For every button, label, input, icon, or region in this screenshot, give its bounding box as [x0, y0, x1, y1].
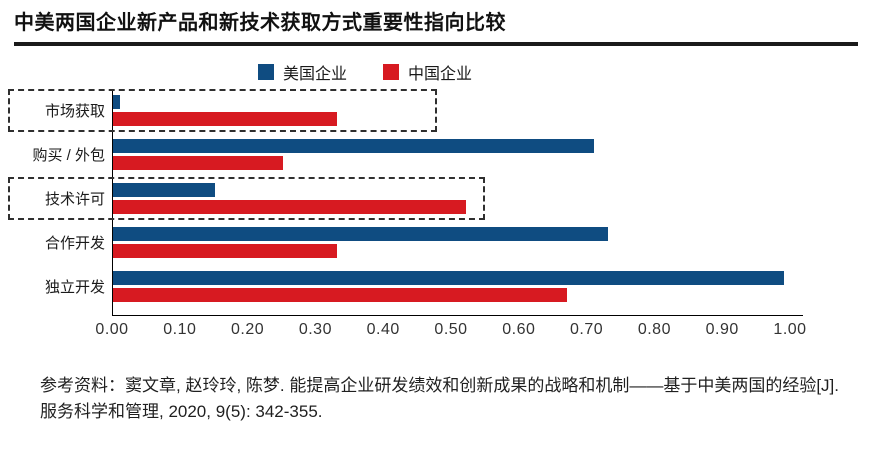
footnote: 参考资料：窦文章, 赵玲玲, 陈梦. 能提高企业研发绩效和创新成果的战略和机制—…	[40, 376, 840, 422]
legend-item-us: 美国企业	[258, 60, 347, 84]
legend-label-cn: 中国企业	[408, 66, 473, 83]
page: 中美两国企业新产品和新技术获取方式重要性指向比较 美国企业 中国企业 市场获取购…	[0, 6, 872, 426]
bar-us	[113, 227, 608, 241]
bar-group	[113, 183, 803, 227]
page-title: 中美两国企业新产品和新技术获取方式重要性指向比较	[14, 12, 506, 34]
x-tick-label: 0.30	[298, 321, 332, 338]
x-tick-label: 0.70	[570, 321, 604, 338]
bar-group	[113, 227, 803, 271]
bar-cn	[113, 112, 337, 126]
bar-group	[113, 271, 803, 315]
bar-us	[113, 183, 215, 197]
category-labels: 市场获取购买 / 外包技术许可合作开发独立开发	[14, 89, 112, 345]
x-tick-label: 0.40	[366, 321, 400, 338]
x-tick-label: 0.50	[434, 321, 468, 338]
bar-group	[113, 95, 803, 139]
x-tick-label: 0.80	[637, 321, 671, 338]
bar-us	[113, 95, 120, 109]
x-tick-label: 0.10	[163, 321, 197, 338]
category-label: 技术许可	[44, 191, 105, 208]
x-tick-label: 0.00	[95, 321, 129, 338]
category-label: 购买 / 外包	[32, 147, 105, 164]
x-tick-label: 0.60	[502, 321, 536, 338]
legend-swatch-cn-icon	[383, 64, 400, 80]
x-tick-label: 0.20	[231, 321, 265, 338]
bar-cn	[113, 200, 466, 214]
bar-cn	[113, 288, 567, 302]
legend-swatch-us-icon	[258, 64, 274, 80]
bar-group	[113, 139, 803, 183]
legend-item-cn: 中国企业	[383, 60, 472, 84]
bar-cn	[113, 244, 337, 258]
chart-legend: 美国企业 中国企业	[258, 60, 858, 84]
category-label: 独立开发	[44, 279, 105, 296]
bar-cn	[113, 156, 283, 170]
chart-body: 市场获取购买 / 外包技术许可合作开发独立开发 0.00 0.10 0.20 0.30…	[8, 89, 858, 345]
category-label: 市场获取	[44, 103, 105, 120]
bar-us	[113, 271, 784, 285]
title-rule	[14, 42, 858, 46]
x-tick-label: 1.00	[773, 321, 807, 338]
category-label: 合作开发	[44, 235, 105, 252]
plot-area	[112, 89, 803, 316]
bar-us	[113, 139, 594, 153]
plot-wrap: 0.00 0.10 0.20 0.30 0.40 0.50 0.60 0.70 0.80 0.90…	[95, 89, 806, 345]
x-tick-label: 0.90	[705, 321, 739, 338]
legend-label-us: 美国企业	[283, 66, 348, 83]
x-axis: 0.00 0.10 0.20 0.30 0.40 0.50 0.60 0.70 0.80 0.90…	[95, 319, 806, 345]
